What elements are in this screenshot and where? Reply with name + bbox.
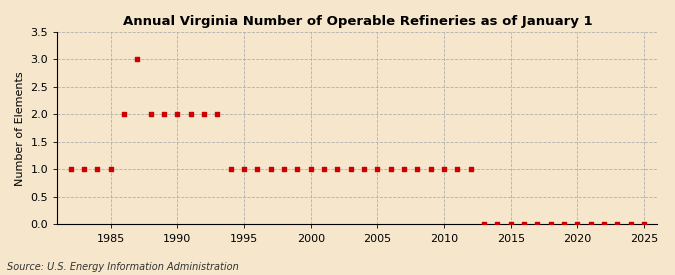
- Point: [585, 222, 596, 227]
- Point: [252, 167, 263, 172]
- Point: [465, 167, 476, 172]
- Point: [305, 167, 316, 172]
- Point: [372, 167, 383, 172]
- Point: [439, 167, 450, 172]
- Point: [599, 222, 610, 227]
- Point: [346, 167, 356, 172]
- Y-axis label: Number of Elements: Number of Elements: [15, 71, 25, 186]
- Point: [186, 112, 196, 117]
- Point: [319, 167, 329, 172]
- Point: [225, 167, 236, 172]
- Point: [239, 167, 250, 172]
- Point: [92, 167, 103, 172]
- Point: [332, 167, 343, 172]
- Point: [479, 222, 489, 227]
- Point: [212, 112, 223, 117]
- Title: Annual Virginia Number of Operable Refineries as of January 1: Annual Virginia Number of Operable Refin…: [123, 15, 592, 28]
- Point: [105, 167, 116, 172]
- Point: [279, 167, 290, 172]
- Point: [412, 167, 423, 172]
- Point: [292, 167, 303, 172]
- Point: [119, 112, 130, 117]
- Point: [198, 112, 209, 117]
- Point: [639, 222, 649, 227]
- Point: [559, 222, 570, 227]
- Point: [358, 167, 369, 172]
- Point: [572, 222, 583, 227]
- Point: [265, 167, 276, 172]
- Point: [172, 112, 183, 117]
- Point: [545, 222, 556, 227]
- Point: [159, 112, 169, 117]
- Point: [132, 57, 142, 62]
- Point: [385, 167, 396, 172]
- Point: [65, 167, 76, 172]
- Point: [626, 222, 637, 227]
- Point: [518, 222, 529, 227]
- Point: [145, 112, 156, 117]
- Point: [506, 222, 516, 227]
- Point: [612, 222, 623, 227]
- Point: [452, 167, 463, 172]
- Point: [425, 167, 436, 172]
- Point: [78, 167, 89, 172]
- Point: [532, 222, 543, 227]
- Point: [492, 222, 503, 227]
- Text: Source: U.S. Energy Information Administration: Source: U.S. Energy Information Administ…: [7, 262, 238, 272]
- Point: [399, 167, 410, 172]
